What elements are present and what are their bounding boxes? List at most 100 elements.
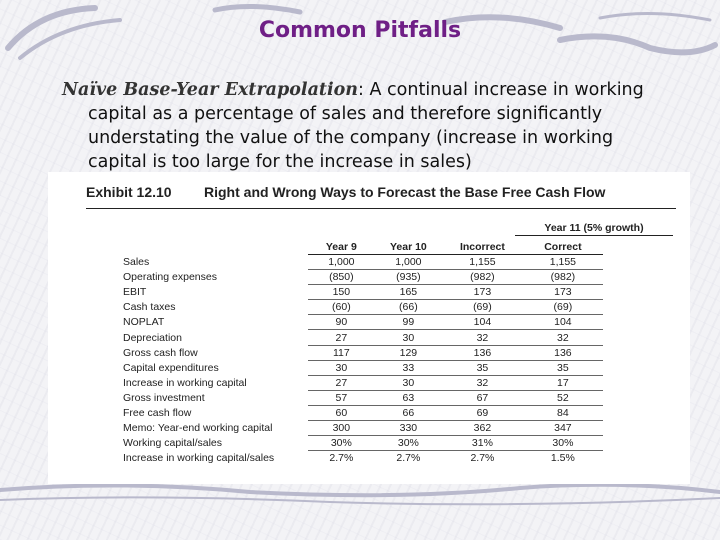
table-row: Increase in working capital/sales 2.7% 2.7… xyxy=(123,451,603,466)
row-value: 35 xyxy=(522,360,603,376)
exhibit-number: Exhibit 12.10 xyxy=(86,184,172,200)
row-value: 129 xyxy=(374,345,443,361)
row-value: (66) xyxy=(374,299,443,316)
row-value: 150 xyxy=(307,284,375,301)
row-value: 67 xyxy=(442,390,523,406)
row-value: 1,000 xyxy=(374,254,443,271)
row-value: 104 xyxy=(442,314,523,331)
table-row: Cash taxes (60) (66) (69) (69) xyxy=(123,299,603,316)
row-value: 173 xyxy=(522,284,603,301)
table-row: Operating expenses (850) (935) (982) (982) xyxy=(123,269,603,286)
row-value: 52 xyxy=(522,390,603,406)
table-row: Working capital/sales 30% 30% 31% 30% xyxy=(123,435,603,452)
row-label: Operating expenses xyxy=(123,271,217,284)
row-value: 30% xyxy=(307,435,375,452)
row-value: 2.7% xyxy=(329,452,354,465)
row-label: Sales xyxy=(123,256,150,269)
row-label: Gross investment xyxy=(123,391,205,404)
table-row: Sales 1,000 1,000 1,155 1,155 xyxy=(123,254,603,271)
row-value: 31% xyxy=(442,435,523,452)
row-value: (982) xyxy=(442,269,523,286)
row-value: 27 xyxy=(307,329,375,346)
exhibit-image: Exhibit 12.10 Right and Wrong Ways to Fo… xyxy=(48,172,690,484)
column-header-year9: Year 9 xyxy=(307,238,375,255)
row-label: Gross cash flow xyxy=(123,346,198,359)
row-value: 63 xyxy=(374,390,443,406)
exhibit-header: Exhibit 12.10 Right and Wrong Ways to Fo… xyxy=(86,180,676,209)
row-value: 32 xyxy=(442,329,523,346)
row-value: (935) xyxy=(374,269,443,286)
row-value: 66 xyxy=(374,405,443,422)
row-value: 165 xyxy=(374,284,443,301)
table-row: Depreciation 27 30 32 32 xyxy=(123,329,603,346)
label-column-header xyxy=(123,238,308,255)
exhibit-title: Right and Wrong Ways to Forecast the Bas… xyxy=(204,184,606,200)
row-value: 117 xyxy=(307,345,375,361)
row-value: 32 xyxy=(522,329,603,346)
row-value: 30% xyxy=(522,435,603,452)
row-value: (69) xyxy=(522,299,603,316)
table-row: Memo: Year-end working capital 300 330 362 3… xyxy=(123,420,603,437)
row-value: (850) xyxy=(307,269,375,286)
row-value: 84 xyxy=(522,405,603,422)
body-line-3: understating the value of the company (i… xyxy=(88,128,614,148)
row-value: 300 xyxy=(307,420,375,437)
lead-term: Naïve Base-Year Extrapolation xyxy=(62,80,359,100)
row-value: 33 xyxy=(374,360,443,376)
row-value: 2.7% xyxy=(470,452,495,465)
row-value: 1,000 xyxy=(307,254,375,271)
row-value: 27 xyxy=(307,375,375,391)
table-row: EBIT 150 165 173 173 xyxy=(123,284,603,301)
row-value: 362 xyxy=(442,420,523,437)
row-value: 1,155 xyxy=(442,254,523,271)
row-label: Increase in working capital xyxy=(123,376,247,389)
row-value: 136 xyxy=(522,345,603,361)
row-value: 17 xyxy=(522,375,603,391)
row-value: 30 xyxy=(374,375,443,391)
row-value: 2.7% xyxy=(396,452,421,465)
table-row: Free cash flow 60 66 69 84 xyxy=(123,405,603,422)
column-header-incorrect: Incorrect xyxy=(442,238,523,255)
table-row: Gross cash flow 117 129 136 136 xyxy=(123,345,603,361)
body-line-1-rest: A continual increase in working xyxy=(363,80,644,100)
row-value: 30 xyxy=(374,329,443,346)
row-value: 104 xyxy=(522,314,603,331)
row-value: 69 xyxy=(442,405,523,422)
row-value: 57 xyxy=(307,390,375,406)
row-label: EBIT xyxy=(123,286,147,299)
row-value: (982) xyxy=(522,269,603,286)
row-value: 1,155 xyxy=(522,254,603,271)
row-label: Depreciation xyxy=(123,331,182,344)
row-label: Free cash flow xyxy=(123,406,192,419)
row-label: Capital expenditures xyxy=(123,361,219,374)
row-value: 1.5% xyxy=(550,452,575,465)
year11-group-header: Year 11 (5% growth) xyxy=(515,222,673,236)
row-value: 99 xyxy=(374,314,443,331)
body-line-1: Naïve Base-Year Extrapolation: A continu… xyxy=(62,78,682,102)
row-value: 60 xyxy=(307,405,375,422)
row-label: Cash taxes xyxy=(123,301,176,314)
body-line-2: capital as a percentage of sales and the… xyxy=(88,104,603,124)
row-value: 136 xyxy=(442,345,523,361)
body-line-4: capital is too large for the increase in… xyxy=(88,152,472,172)
row-value: 35 xyxy=(442,360,523,376)
row-label: Increase in working capital/sales xyxy=(123,452,275,465)
table-row: Capital expenditures 30 33 35 35 xyxy=(123,360,603,376)
row-value: 173 xyxy=(442,284,523,301)
row-value: 32 xyxy=(442,375,523,391)
lead-colon: : xyxy=(358,80,364,100)
row-value: (60) xyxy=(307,299,375,316)
table-row: Increase in working capital 27 30 32 17 xyxy=(123,375,603,391)
row-value: (69) xyxy=(442,299,523,316)
row-label: NOPLAT xyxy=(123,316,165,329)
row-value: 30% xyxy=(374,435,443,452)
column-header-correct: Correct xyxy=(522,238,603,255)
table-row: NOPLAT 90 99 104 104 xyxy=(123,314,603,331)
forecast-table: Year 9 Year 10 Incorrect Correct Sales 1,… xyxy=(123,238,603,465)
row-value: 347 xyxy=(522,420,603,437)
row-label: Working capital/sales xyxy=(123,437,223,450)
column-header-year10: Year 10 xyxy=(374,238,443,255)
row-value: 30 xyxy=(307,360,375,376)
row-value: 330 xyxy=(374,420,443,437)
slide-title: Common Pitfalls xyxy=(258,18,462,43)
